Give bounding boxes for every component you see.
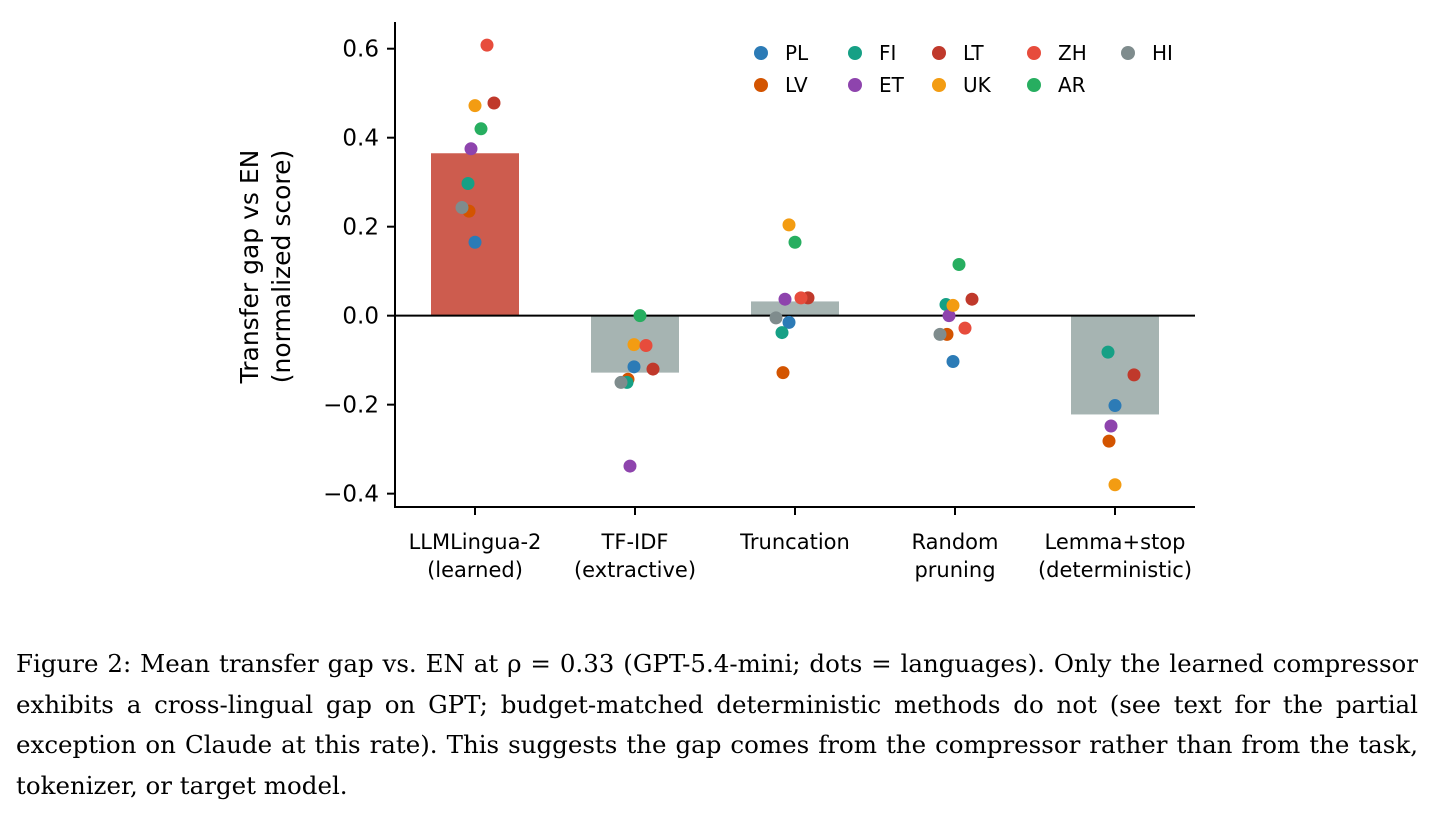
legend-label-lt: LT xyxy=(963,41,984,65)
legend-marker-lt xyxy=(932,46,946,60)
x-tick-label: pruning xyxy=(914,558,995,582)
dot-fi-0 xyxy=(461,177,475,191)
dot-lv-4 xyxy=(1102,434,1116,448)
dot-pl-3 xyxy=(946,355,960,368)
dot-hi-3 xyxy=(933,327,947,341)
dot-pl-0 xyxy=(468,235,482,249)
y-tick-label: 0.6 xyxy=(342,37,379,63)
y-tick-label: 0.4 xyxy=(342,126,379,152)
dot-ar-1 xyxy=(633,309,647,323)
dot-pl-1 xyxy=(627,360,641,374)
y-tick-label: −0.2 xyxy=(323,393,379,419)
figure-caption: Figure 2: Mean transfer gap vs. EN at ρ … xyxy=(16,649,1418,800)
dot-fi-4 xyxy=(1101,345,1115,359)
dot-et-2 xyxy=(778,292,792,306)
bar-2 xyxy=(751,301,839,316)
y-tick-label: −0.4 xyxy=(323,482,379,508)
dot-pl-2 xyxy=(782,315,796,329)
bar-chart: 0.6 0.4 0.2 0.0 −0.2 −0.4 LLMLingua-2 (learned… xyxy=(235,22,1195,582)
y-axis-label: (normalized score) xyxy=(267,150,296,384)
legend-marker-et xyxy=(848,78,862,92)
dot-et-3 xyxy=(942,309,956,323)
legend-label-et: ET xyxy=(879,73,905,97)
y-tick-label: 0.0 xyxy=(342,304,379,330)
dot-et-0 xyxy=(464,142,478,156)
legend-label-ar: AR xyxy=(1058,73,1086,97)
legend-label-zh: ZH xyxy=(1058,41,1087,65)
dot-uk-4 xyxy=(1108,478,1122,492)
bar-4 xyxy=(1071,315,1159,415)
dot-et-1 xyxy=(623,459,637,473)
dot-lt-1 xyxy=(646,362,660,376)
legend-marker-ar xyxy=(1027,78,1041,92)
legend-label-pl: PL xyxy=(785,41,809,65)
dot-pl-4 xyxy=(1108,399,1122,413)
legend-marker-uk xyxy=(932,78,946,92)
dot-hi-1 xyxy=(614,375,628,389)
legend-marker-fi xyxy=(848,46,862,60)
legend-marker-pl xyxy=(754,46,768,60)
dot-uk-2 xyxy=(782,218,796,232)
dot-lt-4 xyxy=(1127,368,1141,382)
dot-ar-3 xyxy=(952,258,966,271)
dot-zh-3 xyxy=(958,321,972,335)
dot-et-4 xyxy=(1104,419,1118,433)
x-tick-label: Lemma+stop xyxy=(1045,530,1186,554)
legend-label-lv: LV xyxy=(785,73,808,97)
dot-lv-2 xyxy=(776,366,790,380)
dot-hi-2 xyxy=(769,311,783,325)
dot-zh-2 xyxy=(794,291,808,305)
dot-zh-0 xyxy=(480,38,494,52)
y-tick-label: 0.2 xyxy=(342,215,379,241)
dot-hi-0 xyxy=(455,201,469,215)
x-tick-label: (learned) xyxy=(427,558,523,582)
x-tick-label: TF-IDF xyxy=(601,530,669,554)
x-tick-label: LLMLingua-2 xyxy=(409,530,542,554)
y-axis-label: Transfer gap vs EN xyxy=(235,150,264,385)
dot-ar-2 xyxy=(788,235,802,249)
x-tick-label: (extractive) xyxy=(574,558,696,582)
legend-label-hi: HI xyxy=(1152,41,1173,65)
dot-uk-0 xyxy=(468,99,482,113)
x-tick-label: (deterministic) xyxy=(1038,558,1192,582)
x-tick-label: Truncation xyxy=(739,530,850,554)
legend-label-fi: FI xyxy=(879,41,896,65)
dot-lt-3 xyxy=(965,292,979,306)
dot-ar-0 xyxy=(474,122,488,136)
legend-marker-zh xyxy=(1027,46,1041,60)
dot-uk-3 xyxy=(946,298,960,312)
dot-lt-0 xyxy=(487,96,501,110)
dot-uk-1 xyxy=(627,338,641,352)
legend-label-uk: UK xyxy=(963,73,992,97)
legend-marker-lv xyxy=(754,78,768,92)
dot-fi-2 xyxy=(775,326,789,340)
legend-marker-hi xyxy=(1121,46,1135,60)
x-tick-label: Random xyxy=(912,530,999,554)
bar-0 xyxy=(431,153,519,316)
dot-zh-1 xyxy=(639,338,653,352)
